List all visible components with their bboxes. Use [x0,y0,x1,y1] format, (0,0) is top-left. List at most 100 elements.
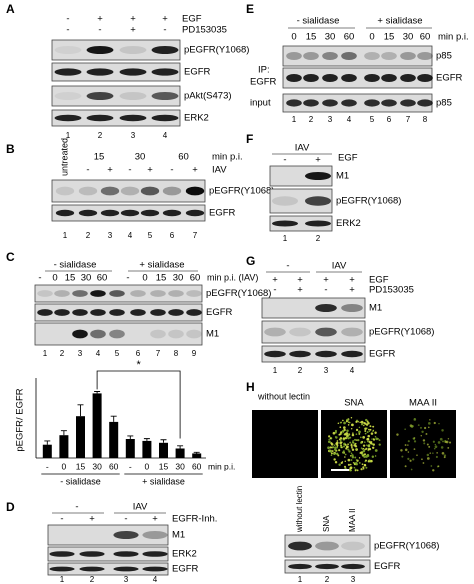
sign: - [324,285,327,296]
sign: + [349,285,355,296]
band [90,329,106,339]
time: 0 [291,32,296,43]
band [186,329,202,339]
fluorescence [362,447,365,450]
lane-number: 1 [60,575,65,584]
fluorescence [378,443,381,446]
blot-label: pEGFR(Y1068) [209,186,274,197]
label: IP: [258,65,270,76]
panel-letter: E [246,2,254,16]
fluorescence [413,440,417,443]
fluorescence [433,421,436,425]
band [78,186,98,196]
fluorescence [426,453,430,457]
fluorescence [333,444,336,447]
band [303,74,319,82]
fluorescence [353,466,356,469]
band [90,309,106,316]
band [162,209,182,217]
band [54,114,82,122]
fluorescence [357,438,360,442]
x-tick-label: 15 [76,461,86,471]
fluorescence [339,426,342,429]
fluorescence [375,437,379,441]
band [364,74,380,82]
fluorescence [358,457,361,459]
fluorescence [336,444,339,447]
fluorescence [442,440,444,443]
x-tick-label: - [46,461,49,471]
lane-number: 3 [324,366,329,375]
x-tick-label: 30 [175,461,185,471]
band [120,209,140,217]
lane-number: 4 [96,349,101,358]
fluorescence [427,426,430,429]
fluorescence [426,457,430,460]
fluorescence [363,455,366,459]
band [72,290,88,297]
fluorescence [347,424,350,426]
label: MAA II [409,398,437,409]
fluorescence [351,433,355,437]
sign: + [152,514,158,525]
label: min p.i. [438,32,469,43]
band [86,46,114,54]
band [49,566,75,572]
fluorescence [367,434,370,438]
time: 60 [190,273,201,284]
fluorescence [362,467,365,470]
time: 0 [52,273,57,284]
fluorescence [349,469,352,472]
fluorescence [369,428,372,431]
band [303,52,319,60]
fluorescence [347,443,349,446]
fluorescence [348,450,351,453]
lane-number: 2 [86,231,91,240]
panel-letter: G [246,254,255,268]
lane-number: 8 [174,349,179,358]
label: EGFR [250,77,277,88]
sign: + [97,14,103,25]
fluorescence [400,449,403,452]
fluorescence [338,463,341,466]
fluorescence [339,441,343,445]
fluorescence [336,446,339,449]
band [113,566,139,572]
error-bar [44,440,51,445]
fluorescence [365,447,368,450]
label: SNA [322,515,331,532]
fluorescence [407,440,410,443]
band [322,74,338,82]
fluorescence [351,454,354,457]
fluorescence [366,431,369,434]
label: IAV [133,502,148,513]
fluorescence [429,419,431,421]
y-axis-label: pEGFR/ EGFR [15,388,26,451]
fluorescence [332,431,336,435]
fluorescence [441,429,444,432]
fluorescence [355,433,358,436]
fluorescence [361,440,364,443]
band [341,563,365,570]
fluorescence [364,427,367,431]
band [142,566,168,572]
error-bar [94,391,101,394]
micrograph [390,410,456,478]
error-bar [143,438,150,441]
blot-label: M1 [336,171,349,182]
fluorescence [358,430,361,434]
band [315,304,337,312]
fluorescence [352,441,355,444]
blot [261,297,366,319]
blot-label: EGFR [436,73,463,84]
fluorescence [441,451,445,455]
fluorescence [334,448,337,451]
fluorescence [345,420,348,423]
blot-label: pAkt(S473) [184,91,232,102]
error-bar [127,435,134,439]
fluorescence [355,420,358,423]
fluorescence [377,438,379,440]
x-tick-label: 15 [159,461,169,471]
fluorescence [364,422,367,425]
